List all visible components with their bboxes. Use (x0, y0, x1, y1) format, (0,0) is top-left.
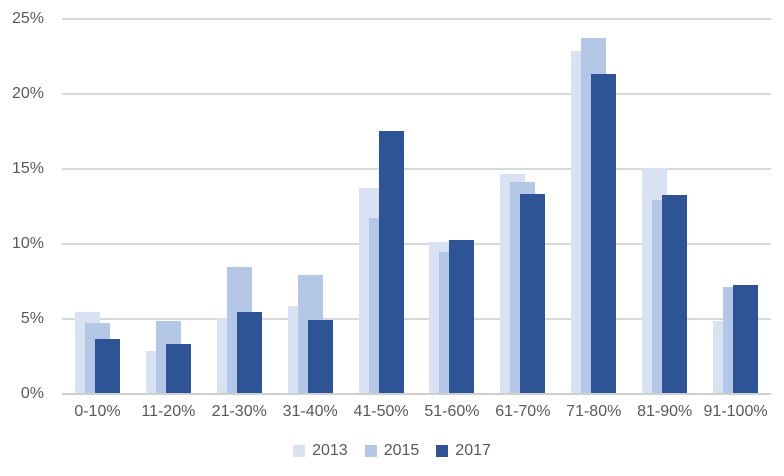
bar-2017-81-90% (662, 195, 688, 393)
bar-2017-61-70% (520, 193, 546, 393)
bar-2017-11-20% (165, 343, 191, 393)
legend-item-2013: 2013 (293, 443, 348, 459)
chart-legend: 2013 2015 2017 (0, 443, 784, 459)
bar-2017-0-10% (94, 339, 120, 393)
y-tick-label-0%: 0% (20, 385, 44, 402)
gridline-20% (62, 93, 771, 95)
x-category-label-61-70%: 61-70% (495, 403, 551, 420)
x-category-label-51-60%: 51-60% (424, 403, 480, 420)
y-tick-label-25%: 25% (11, 10, 44, 27)
y-tick-label-15%: 15% (11, 160, 44, 177)
y-tick-label-5%: 5% (20, 310, 44, 327)
x-category-label-81-90%: 81-90% (637, 403, 693, 420)
legend-item-2017: 2017 (436, 443, 491, 459)
gridline-5% (62, 318, 771, 320)
legend-label: 2013 (312, 442, 348, 459)
bar-2017-31-40% (307, 319, 333, 393)
x-axis-line (62, 393, 771, 395)
bar-2017-71-80% (591, 73, 617, 393)
x-category-label-21-30%: 21-30% (211, 403, 267, 420)
y-tick-label-20%: 20% (11, 85, 44, 102)
legend-swatch-icon (436, 445, 449, 457)
gridline-25% (62, 18, 771, 20)
legend-swatch-icon (364, 445, 377, 457)
legend-item-2015: 2015 (364, 442, 420, 459)
bar-2017-91-100% (733, 285, 759, 393)
legend-label: 2017 (455, 442, 491, 459)
x-category-label-41-50%: 41-50% (353, 403, 409, 420)
bar-2017-21-30% (236, 312, 262, 393)
x-category-label-71-80%: 71-80% (566, 403, 622, 420)
gridline-15% (62, 168, 771, 170)
x-category-label-0-10%: 0-10% (74, 403, 121, 420)
x-category-label-31-40%: 31-40% (282, 403, 338, 420)
x-category-label-11-20%: 11-20% (141, 403, 196, 420)
bar-2017-51-60% (449, 240, 475, 393)
legend-swatch-icon (293, 445, 306, 457)
gridline-10% (62, 243, 771, 245)
y-tick-label-10%: 10% (11, 235, 44, 252)
x-category-label-91-100%: 91-100% (703, 403, 768, 420)
legend-label: 2015 (383, 442, 420, 459)
bar-2017-41-50% (378, 130, 404, 393)
